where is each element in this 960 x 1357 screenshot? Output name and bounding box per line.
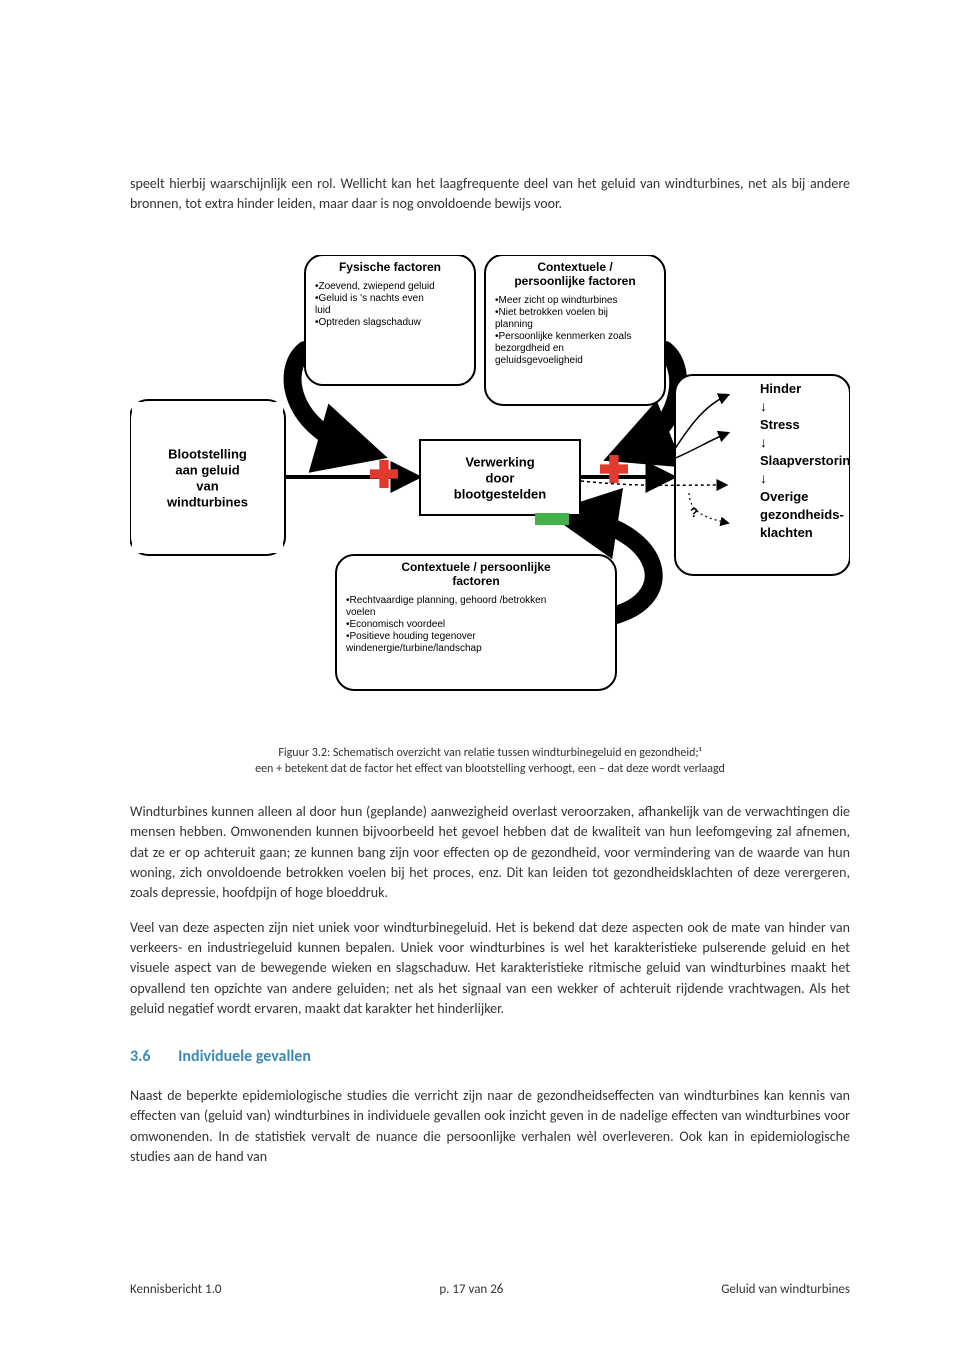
svg-text:Verwerking: Verwerking bbox=[465, 454, 534, 469]
svg-text:•Rechtvaardige planning, gehoo: •Rechtvaardige planning, gehoord /betrok… bbox=[346, 595, 546, 606]
svg-text:Contextuele /: Contextuele / bbox=[537, 260, 613, 274]
svg-text:↓: ↓ bbox=[760, 434, 767, 450]
svg-text:klachten: klachten bbox=[760, 525, 813, 540]
intro-paragraph: speelt hierbij waarschijnlijk een rol. W… bbox=[130, 174, 850, 215]
svg-text:•Economisch voordeel: •Economisch voordeel bbox=[346, 619, 445, 630]
svg-text:?: ? bbox=[690, 505, 698, 520]
svg-text:Fysische factoren: Fysische factoren bbox=[339, 260, 441, 274]
footer-center: p. 17 van 26 bbox=[439, 1282, 503, 1297]
body-paragraph-3: Naast de beperkte epidemiologische studi… bbox=[130, 1086, 850, 1167]
svg-text:windenergie/turbine/landschap: windenergie/turbine/landschap bbox=[345, 643, 482, 654]
section-title: Individuele gevallen bbox=[178, 1047, 311, 1066]
svg-text:door: door bbox=[486, 470, 515, 485]
svg-text:bezorgdheid en: bezorgdheid en bbox=[495, 343, 564, 354]
svg-text:luid: luid bbox=[315, 305, 331, 316]
svg-text:↓: ↓ bbox=[760, 470, 767, 486]
section-heading-3-6: 3.6 Individuele gevallen bbox=[130, 1047, 850, 1066]
svg-text:Slaapverstoring: Slaapverstoring bbox=[760, 453, 850, 468]
section-number: 3.6 bbox=[130, 1047, 151, 1066]
svg-text:Overige: Overige bbox=[760, 489, 808, 504]
caption-line-2: een + betekent dat de factor het effect … bbox=[130, 761, 850, 778]
svg-text:planning: planning bbox=[495, 319, 533, 330]
svg-text:windturbines: windturbines bbox=[166, 494, 248, 509]
body-paragraph-1: Windturbines kunnen alleen al door hun (… bbox=[130, 802, 850, 903]
svg-text:•Niet betrokken voelen bij: •Niet betrokken voelen bij bbox=[495, 307, 608, 318]
svg-text:•Meer zicht op windturbines: •Meer zicht op windturbines bbox=[495, 295, 617, 306]
caption-line-1: Figuur 3.2: Schematisch overzicht van re… bbox=[130, 745, 850, 762]
svg-text:•Geluid is 's nachts even: •Geluid is 's nachts even bbox=[315, 293, 424, 304]
svg-text:Contextuele / persoonlijke: Contextuele / persoonlijke bbox=[401, 560, 551, 574]
svg-text:aan geluid: aan geluid bbox=[175, 462, 239, 477]
svg-text:van: van bbox=[196, 478, 218, 493]
svg-text:•Zoevend, zwiepend geluid: •Zoevend, zwiepend geluid bbox=[315, 281, 435, 292]
page-footer: Kennisbericht 1.0 p. 17 van 26 Geluid va… bbox=[130, 1282, 850, 1297]
svg-text:voelen: voelen bbox=[346, 607, 375, 618]
svg-text:•Persoonlijke kenmerken zoals: •Persoonlijke kenmerken zoals bbox=[495, 331, 631, 342]
svg-text:blootgestelden: blootgestelden bbox=[454, 486, 547, 501]
svg-text:Stress: Stress bbox=[760, 417, 800, 432]
svg-text:Hinder: Hinder bbox=[760, 381, 801, 396]
svg-text:↓: ↓ bbox=[760, 398, 767, 414]
footer-right: Geluid van windturbines bbox=[721, 1282, 850, 1297]
svg-text:persoonlijke factoren: persoonlijke factoren bbox=[514, 274, 635, 288]
svg-text:factoren: factoren bbox=[452, 574, 499, 588]
footer-left: Kennisbericht 1.0 bbox=[130, 1282, 222, 1297]
svg-text:gezondheids-: gezondheids- bbox=[760, 507, 844, 522]
svg-text:Blootstelling: Blootstelling bbox=[168, 446, 247, 461]
body-paragraph-2: Veel van deze aspecten zijn niet uniek v… bbox=[130, 918, 850, 1019]
svg-text:•Positieve houding tegenover: •Positieve houding tegenover bbox=[346, 631, 476, 642]
svg-text:geluidsgevoeligheid: geluidsgevoeligheid bbox=[495, 355, 583, 366]
figure-3-2-diagram: Blootstellingaan geluidvanwindturbines Fy… bbox=[130, 255, 850, 715]
svg-text:•Optreden slagschaduw: •Optreden slagschaduw bbox=[315, 317, 422, 328]
figure-caption: Figuur 3.2: Schematisch overzicht van re… bbox=[130, 745, 850, 779]
